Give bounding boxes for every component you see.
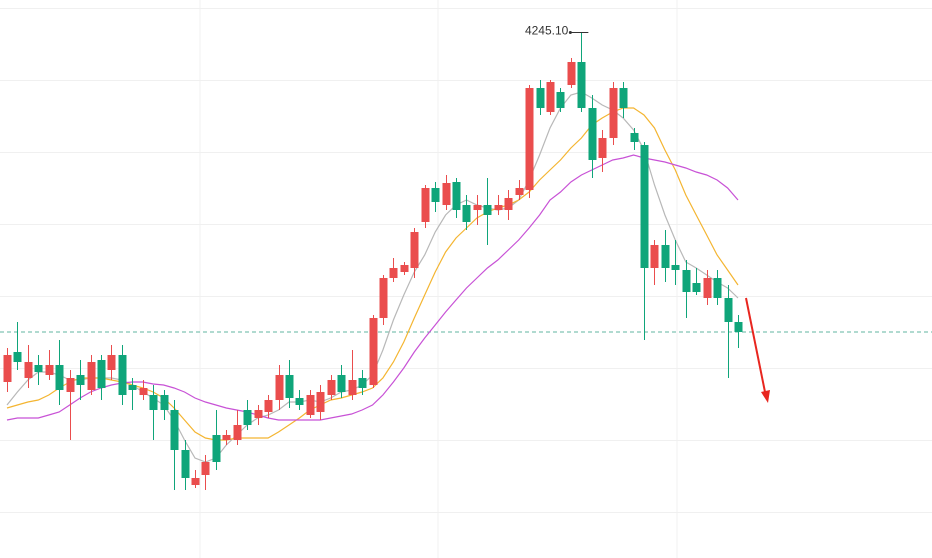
candle-body (703, 278, 712, 298)
candle-body (473, 205, 482, 210)
candle-body (525, 88, 534, 190)
arrow-shaft (745, 297, 766, 393)
candle-body (212, 435, 221, 462)
candle-body (243, 410, 252, 425)
grid (0, 8, 932, 513)
candle-body (421, 188, 430, 222)
candle-body (254, 410, 263, 418)
arrow-head (761, 390, 770, 403)
candle-body (546, 82, 555, 112)
annotation-label: 4245.10 (525, 24, 569, 38)
candle-body (483, 205, 492, 215)
candle-body (379, 278, 388, 318)
candle-body (170, 410, 179, 450)
candle-body (536, 88, 545, 108)
candle-body (630, 133, 639, 142)
candle-body (24, 362, 33, 378)
candle-body (191, 478, 200, 485)
annotations: 4245.10 (525, 24, 589, 38)
candle-body (295, 398, 304, 405)
candle-body (201, 462, 210, 475)
candle-body (598, 138, 607, 158)
candle-body (34, 365, 43, 372)
candle-body (452, 182, 461, 210)
candle-body (650, 245, 659, 268)
candle-body (160, 395, 169, 410)
candle-body (306, 395, 315, 415)
candle-body (285, 375, 294, 398)
candles (3, 32, 743, 490)
moving-average-line (6, 107, 739, 441)
candle-body (619, 88, 628, 108)
candle-body (442, 183, 451, 205)
candle-body (327, 380, 336, 395)
annotation-dot (568, 30, 572, 34)
candle-body (76, 375, 85, 385)
candle-body (222, 435, 231, 440)
candle-body (431, 188, 440, 202)
candle-body (567, 62, 576, 85)
candle-body (118, 355, 127, 395)
candle-body (504, 198, 513, 210)
candle-body (275, 375, 284, 400)
candle-body (410, 232, 419, 268)
candle-body (661, 245, 670, 268)
candle-body (181, 450, 190, 478)
candle-body (3, 355, 12, 382)
candle-body (692, 283, 701, 292)
moving-average-line (6, 91, 739, 463)
candle-body (139, 388, 148, 395)
candle-body (577, 62, 586, 108)
candle-body (13, 352, 22, 362)
candle-body (66, 378, 75, 392)
candle-body (400, 265, 409, 272)
candle-body (233, 425, 242, 440)
candle-body (734, 322, 743, 332)
candle-body (588, 108, 597, 160)
candle-body (358, 378, 367, 388)
time-grid (199, 0, 678, 558)
candle-body (149, 395, 158, 410)
candle-body (316, 392, 325, 412)
candle-body (494, 205, 503, 210)
moving-average-line (6, 154, 739, 421)
candle-body (45, 365, 54, 375)
candle-body (87, 362, 96, 390)
candle-body (107, 355, 116, 370)
candle-body (713, 278, 722, 298)
candle-body (671, 265, 680, 270)
candle-body (128, 385, 137, 390)
moving-averages (6, 91, 739, 463)
candle-body (97, 360, 106, 388)
candle-body (348, 380, 357, 395)
candle-body (609, 88, 618, 138)
candle-body (389, 268, 398, 278)
candle-body (462, 205, 471, 222)
candle-body (556, 92, 565, 108)
candle-body (264, 400, 273, 412)
trend-arrow (745, 297, 770, 403)
candle-body (369, 318, 378, 385)
candle-body (724, 298, 733, 322)
candle-body (682, 270, 691, 292)
candle-body (515, 188, 524, 195)
candle-body (55, 365, 64, 390)
candle-body (337, 375, 346, 392)
candle-body (640, 145, 649, 268)
